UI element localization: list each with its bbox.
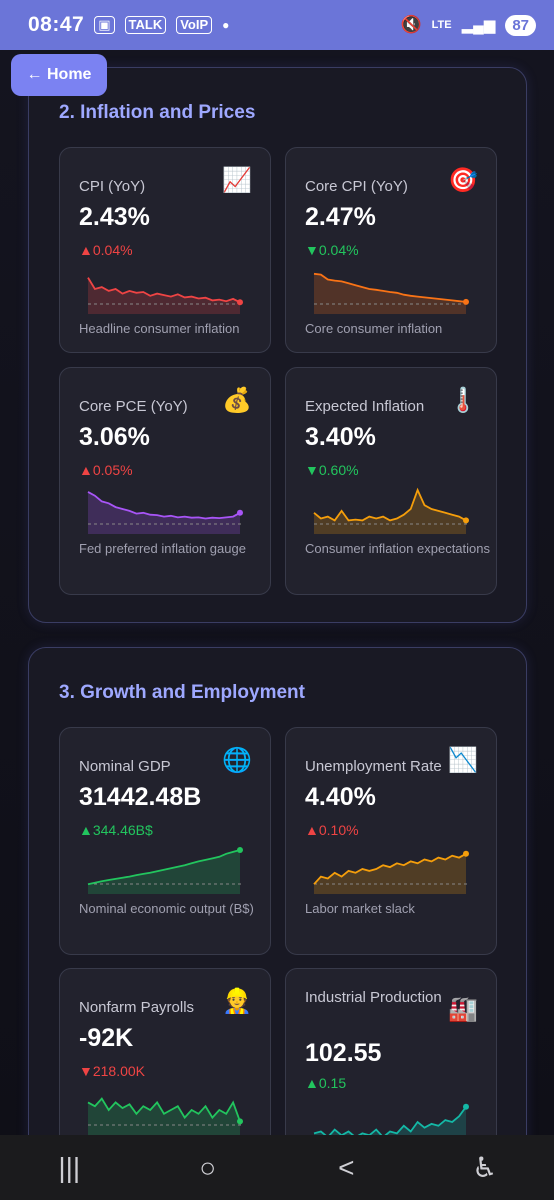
sparkline-chart xyxy=(87,491,243,534)
card-label: Nominal GDP xyxy=(79,758,171,775)
sparkline-last-point xyxy=(463,517,469,524)
card-industrial-production[interactable]: Industrial Production 🏭 102.55 ▲0.15 xyxy=(285,968,497,1135)
sparkline-area xyxy=(88,491,240,534)
back-button[interactable]: < xyxy=(338,1151,355,1183)
talk-icon: TALK xyxy=(124,16,167,34)
sparkline-last-point xyxy=(237,847,243,853)
card-value: 2.47% xyxy=(305,203,376,231)
sparkline-last-point xyxy=(237,1118,243,1125)
signal-icon: ▂▄▆ xyxy=(461,17,496,34)
status-bar: 08:47 ▣ TALK VoIP ● 🔇 LTE ▂▄▆ 87 xyxy=(0,0,554,50)
sparkline-chart xyxy=(87,847,243,894)
card-delta: ▲0.04% xyxy=(79,242,133,258)
sparkline-line xyxy=(313,1106,467,1135)
card-delta: ▼218.00K xyxy=(79,1063,146,1079)
card-delta: ▲0.10% xyxy=(305,822,359,838)
factory-icon: 🏭 xyxy=(448,996,478,1023)
money-bag-icon: 💰 xyxy=(222,387,252,414)
globe-icon: 🌐 xyxy=(222,747,252,774)
mute-icon: 🔇 xyxy=(400,15,422,34)
card-description: Fed preferred inflation gauge xyxy=(79,541,246,556)
card-delta: ▲344.46B$ xyxy=(79,822,153,838)
card-label: Core CPI (YoY) xyxy=(305,178,408,195)
sparkline-area xyxy=(88,1098,240,1135)
card-value: 2.43% xyxy=(79,203,150,231)
card-label: Core PCE (YoY) xyxy=(79,398,188,415)
card-value: -92K xyxy=(79,1024,134,1052)
card-value: 3.06% xyxy=(79,423,150,451)
sparkline-chart xyxy=(87,1097,243,1135)
card-label: Nonfarm Payrolls xyxy=(79,999,195,1016)
card-description: Labor market slack xyxy=(305,901,415,916)
construction-worker-icon: 👷 xyxy=(222,988,252,1015)
status-time: 08:47 xyxy=(28,13,85,36)
notification-dot-icon: ● xyxy=(222,18,230,32)
home-button[interactable]: ← Home xyxy=(11,54,107,96)
section-growth: 3. Growth and Employment Nominal GDP 🌐 3… xyxy=(28,647,527,1135)
card-description: Headline consumer inflation xyxy=(79,321,240,336)
card-description: Consumer inflation expectations xyxy=(305,541,490,556)
card-nominal-gdp[interactable]: Nominal GDP 🌐 31442.48B ▲344.46B$ Nomina… xyxy=(59,727,271,955)
sparkline-area xyxy=(314,1106,466,1135)
chart-increasing-icon: 📈 xyxy=(222,167,252,194)
sparkline-chart xyxy=(87,277,243,314)
sparkline-last-point xyxy=(463,1103,469,1110)
sparkline-line xyxy=(87,491,241,520)
sparkline-chart xyxy=(313,487,469,534)
card-nonfarm-payrolls[interactable]: Nonfarm Payrolls 👷 -92K ▼218.00K xyxy=(59,968,271,1135)
sparkline-chart xyxy=(313,850,469,894)
sparkline-line xyxy=(313,272,467,303)
card-value: 3.40% xyxy=(305,423,376,451)
sparkline-line xyxy=(87,849,241,886)
card-label: Industrial Production xyxy=(305,989,442,1006)
card-label: Expected Inflation xyxy=(305,398,425,415)
card-expected-inflation[interactable]: Expected Inflation 🌡️ 3.40% ▼0.60% Consu… xyxy=(285,367,497,595)
screenshot-icon: ▣ xyxy=(94,16,115,34)
section-title: 2. Inflation and Prices xyxy=(59,102,256,123)
card-cpi[interactable]: CPI (YoY) 📈 2.43% ▲0.04% Headline consum… xyxy=(59,147,271,353)
dashboard-content[interactable]: ← Home 2. Inflation and Prices CPI (YoY)… xyxy=(0,50,554,1135)
sparkline-chart xyxy=(313,1103,469,1135)
sparkline-area xyxy=(314,490,466,534)
chart-decreasing-icon: 📉 xyxy=(448,747,478,774)
sparkline-line xyxy=(87,277,241,304)
card-unemployment-rate[interactable]: Unemployment Rate 📉 4.40% ▲0.10% Labor m… xyxy=(285,727,497,955)
sparkline-chart xyxy=(313,272,469,314)
card-delta: ▲0.15 xyxy=(305,1075,347,1091)
sparkline-line xyxy=(313,487,467,522)
card-label: Unemployment Rate xyxy=(305,758,442,775)
card-core-pce[interactable]: Core PCE (YoY) 💰 3.06% ▲0.05% Fed prefer… xyxy=(59,367,271,595)
sparkline-line xyxy=(87,1097,241,1122)
sparkline-area xyxy=(314,273,466,314)
card-value: 31442.48B xyxy=(79,783,202,811)
battery-level: 87 xyxy=(505,14,536,36)
card-core-cpi[interactable]: Core CPI (YoY) 🎯 2.47% ▼0.04% Core consu… xyxy=(285,147,497,353)
sparkline-last-point xyxy=(237,299,243,306)
sparkline-last-point xyxy=(463,298,469,305)
card-delta: ▼0.60% xyxy=(305,462,359,478)
section-title: 3. Growth and Employment xyxy=(59,682,305,703)
card-label: CPI (YoY) xyxy=(79,178,146,195)
recent-apps-button[interactable]: ||| xyxy=(58,1151,81,1183)
thermometer-icon: 🌡️ xyxy=(448,387,478,414)
system-nav-bar: ||| ○ < ♿ xyxy=(0,1135,554,1200)
card-value: 102.55 xyxy=(305,1039,382,1067)
sparkline-last-point xyxy=(463,850,469,857)
voip-icon: VoIP xyxy=(176,16,213,34)
home-nav-button[interactable]: ○ xyxy=(199,1151,217,1183)
accessibility-icon[interactable]: ♿ xyxy=(472,1152,498,1183)
card-description: Core consumer inflation xyxy=(305,321,443,336)
network-type: LTE xyxy=(431,19,452,31)
card-delta: ▼0.04% xyxy=(305,242,359,258)
sparkline-last-point xyxy=(237,509,243,516)
section-inflation: 2. Inflation and Prices CPI (YoY) 📈 2.43… xyxy=(28,67,527,623)
card-delta: ▲0.05% xyxy=(79,462,133,478)
card-value: 4.40% xyxy=(305,783,376,811)
target-icon: 🎯 xyxy=(448,167,478,194)
sparkline-line xyxy=(313,853,467,885)
card-description: Nominal economic output (B$) xyxy=(79,901,254,916)
